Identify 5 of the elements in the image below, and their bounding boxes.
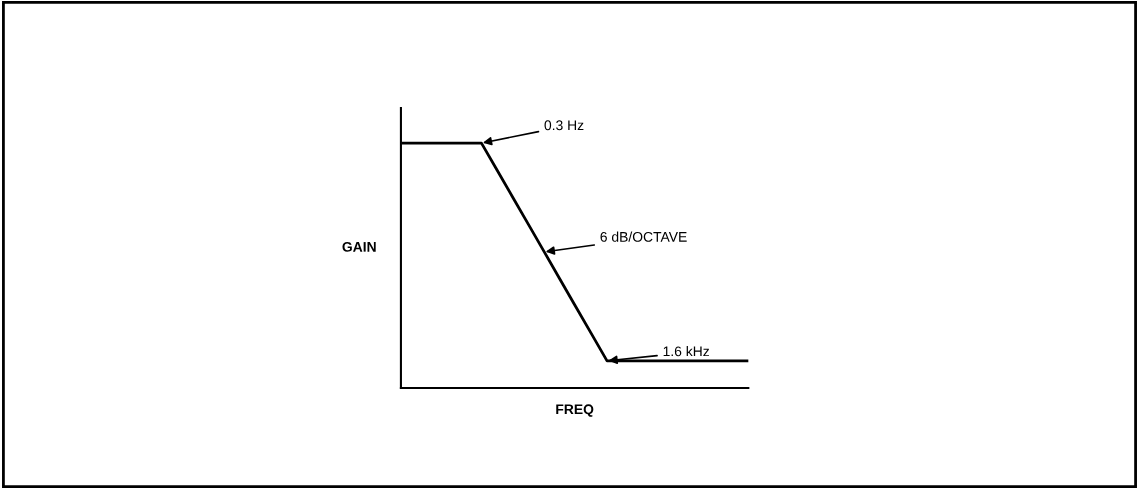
annotation: 6 dB/OCTAVE xyxy=(600,231,687,242)
text: 0.3 Hz xyxy=(544,120,584,131)
y-axis-title: GAIN xyxy=(342,241,376,252)
annotation: 1.6 kHz xyxy=(663,346,709,357)
x-axis-title: FREQ xyxy=(556,404,594,417)
